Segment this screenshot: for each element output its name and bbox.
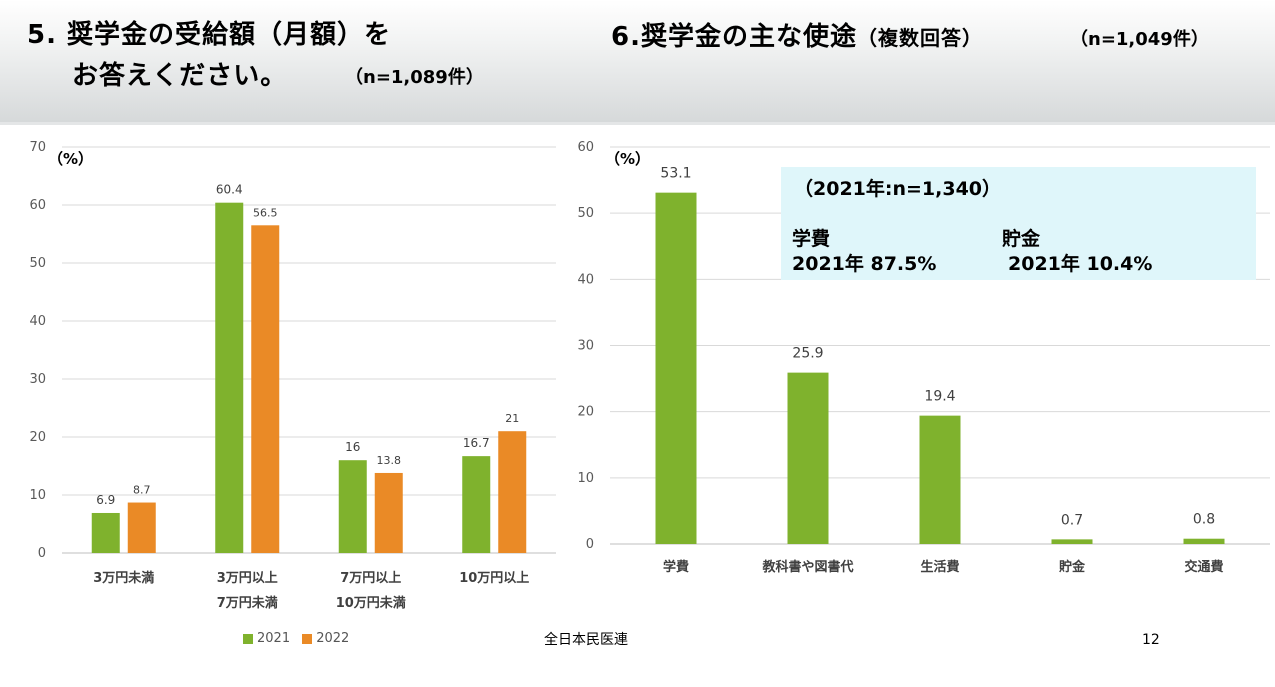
header-divider	[0, 122, 1275, 125]
y-tick-label: 10	[29, 488, 46, 503]
bar	[655, 192, 697, 544]
header-band	[0, 0, 1275, 122]
category-label: 3万円未満	[93, 570, 154, 586]
category-label: 10万円以上	[459, 571, 529, 586]
legend-label-2021: 2021	[257, 631, 291, 646]
y-tick-label: 60	[577, 140, 594, 155]
legend-swatch-2021	[243, 633, 253, 644]
right-chart-title: 6.奨学金の主な使途（複数回答）	[611, 16, 983, 53]
bar	[91, 512, 120, 553]
legend-item-2022: 2022	[302, 631, 349, 646]
y-tick-label: 40	[29, 314, 46, 329]
note-value-tuition: 2021年 87.5%	[792, 253, 937, 275]
category-label: 7万円未満	[217, 595, 278, 611]
data-label: 13.8	[377, 454, 402, 467]
right-chart-title-main: 6.奨学金の主な使途	[611, 22, 857, 52]
bar	[215, 202, 244, 553]
y-tick-label: 0	[38, 546, 46, 561]
y-tick-label: 10	[577, 471, 594, 486]
bar	[251, 225, 280, 554]
legend-item-2021: 2021	[243, 631, 290, 646]
category-label: 10万円未満	[336, 595, 406, 611]
bar	[498, 431, 527, 553]
data-label: 25.9	[792, 346, 823, 362]
right-chart-sample-size: （n=1,049件）	[1070, 29, 1209, 50]
y-tick-label: 20	[577, 405, 594, 420]
note-label-savings: 貯金	[1002, 228, 1041, 250]
data-label: 21	[505, 412, 519, 425]
bar	[787, 372, 829, 544]
footer-organization: 全日本民医連	[544, 632, 628, 648]
left-chart-title-line1: 5. 奨学金の受給額（月額）を	[27, 20, 392, 50]
y-tick-label: 40	[577, 272, 594, 287]
bar	[127, 502, 156, 553]
left-bar-chart: 0 10 20 30 40 50 60 70（%） 6.9 8.7 3万円未満 60.4 56.5 3万円…	[29, 140, 556, 611]
bar	[1183, 538, 1225, 544]
legend-swatch-2022	[302, 633, 313, 644]
note-label-tuition: 学費	[792, 228, 831, 250]
category-label: 貯金	[1059, 559, 1086, 575]
bar	[919, 415, 961, 544]
data-label: 53.1	[660, 166, 691, 182]
data-label: 8.7	[133, 484, 151, 497]
note-value-savings: 2021年 10.4%	[1008, 253, 1153, 275]
data-label: 60.4	[216, 183, 243, 197]
category-label: 生活費	[920, 559, 959, 575]
note-title: （2021年:n=1,340）	[794, 178, 1002, 200]
y-unit-label: （%）	[48, 150, 93, 168]
data-label: 16	[345, 440, 360, 454]
right-chart-title-suffix: （複数回答）	[856, 26, 983, 50]
y-tick-label: 50	[577, 206, 594, 221]
y-tick-label: 0	[586, 537, 594, 552]
y-tick-label: 50	[29, 256, 46, 271]
category-label: 3万円以上	[217, 571, 278, 586]
chart-legend: 2021 2022	[243, 631, 357, 646]
legend-label-2022: 2022	[316, 631, 350, 646]
data-label: 0.7	[1061, 512, 1083, 528]
left-chart-sample-size: （n=1,089件）	[345, 67, 484, 88]
category-label: 交通費	[1184, 559, 1223, 575]
category-label: 教科書や図書代	[761, 559, 853, 575]
left-chart-title-line2: お答えください。	[72, 61, 288, 91]
y-tick-label: 70	[29, 140, 46, 155]
data-label: 16.7	[463, 436, 490, 450]
y-unit-label: （%）	[605, 150, 650, 168]
y-tick-label: 20	[29, 430, 46, 445]
bar	[1051, 539, 1093, 544]
comparison-note-box: （2021年:n=1,340） 学費 貯金 2021年 87.5% 2021年 …	[781, 167, 1256, 280]
bar	[338, 460, 367, 553]
data-label: 6.9	[96, 493, 115, 507]
y-tick-label: 30	[577, 339, 594, 354]
y-tick-label: 30	[29, 372, 46, 387]
bar	[374, 472, 403, 553]
category-label: 学費	[663, 559, 689, 575]
y-tick-label: 60	[29, 198, 46, 213]
data-label: 19.4	[924, 389, 955, 405]
bar	[462, 456, 491, 553]
data-label: 0.8	[1193, 512, 1215, 528]
category-label: 7万円以上	[340, 571, 401, 586]
page-number: 12	[1142, 632, 1160, 648]
data-label: 56.5	[253, 206, 278, 219]
